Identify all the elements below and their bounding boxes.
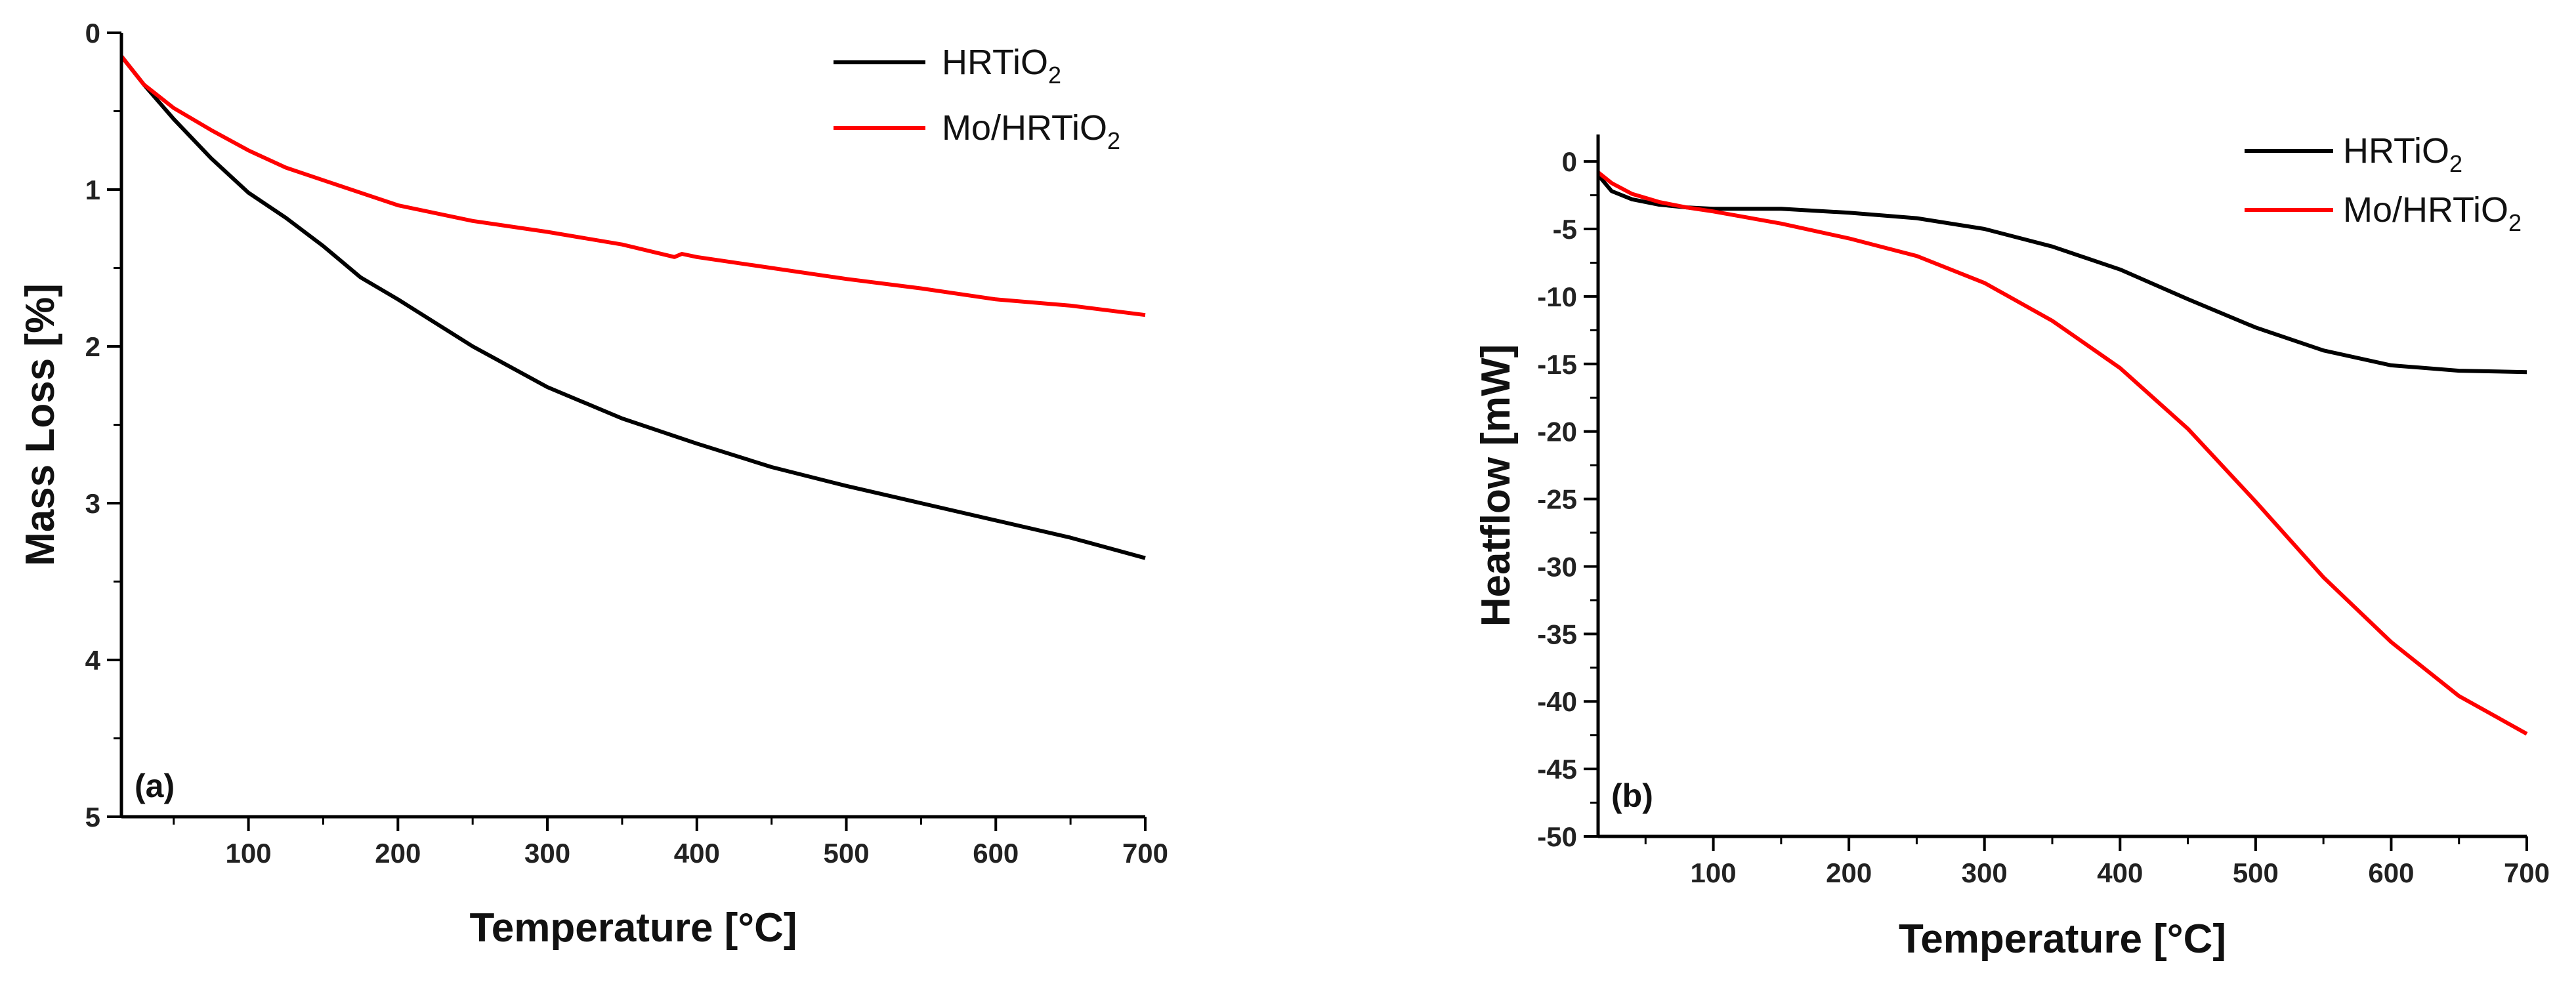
- panel-b-legend-label-mo-hrtio2: Mo/HRTiO2: [2343, 190, 2522, 236]
- panel-a-x-axis-title: Temperature [°C]: [469, 905, 797, 951]
- panel-a-legend-label-hrtio2: HRTiO2: [942, 43, 1061, 89]
- x-tick-label: 400: [674, 838, 720, 869]
- x-tick-label: 500: [2233, 857, 2279, 888]
- x-tick-label: 200: [1826, 857, 1872, 888]
- y-tick-label: -30: [1537, 551, 1577, 582]
- series-line-hrtio2: [119, 54, 1146, 560]
- y-tick-label: -50: [1537, 821, 1577, 852]
- x-tick-label: 300: [524, 838, 570, 869]
- panel-a-series-layer: [119, 54, 1146, 560]
- panel-b-legend-subscript-hrtio2: 2: [2449, 150, 2462, 177]
- panel-b-series-layer: [1596, 171, 2528, 736]
- panel-a-legend-subscript-mo-hrtio2: 2: [1107, 127, 1120, 154]
- y-tick-label: 5: [85, 802, 100, 832]
- x-tick-label: 100: [226, 838, 272, 869]
- panel-a-legend-label-mo-hrtio2: Mo/HRTiO2: [942, 108, 1120, 154]
- y-tick-label: 2: [85, 331, 100, 362]
- panel-b-y-axis-title: Heatflow [mW]: [1473, 344, 1519, 627]
- panel-a-legend-subscript-hrtio2: 2: [1048, 62, 1061, 89]
- y-tick-label: -40: [1537, 686, 1577, 717]
- panel-b-legend-name-hrtio2: HRTiO: [2343, 131, 2449, 171]
- y-tick-label: -15: [1537, 349, 1577, 380]
- y-tick-label: -35: [1537, 619, 1577, 649]
- x-tick-label: 600: [2368, 857, 2414, 888]
- y-tick-label: 1: [85, 175, 100, 205]
- y-tick-label: -25: [1537, 484, 1577, 515]
- panel-a-label: (a): [135, 768, 175, 804]
- x-tick-label: 100: [1691, 857, 1737, 888]
- panel-a-mass-loss: 100 200 300 400 500 600 700 0 1 2 3 4 5 (a) Temperat…: [18, 18, 1168, 951]
- panel-a-legend-name-mo-hrtio2: Mo/HRTiO: [942, 108, 1107, 148]
- y-tick-label: -10: [1537, 281, 1577, 312]
- x-tick-label: 400: [2097, 857, 2143, 888]
- panel-b-legend-label-hrtio2: HRTiO2: [2343, 131, 2462, 177]
- panel-b-legend-name-mo-hrtio2: Mo/HRTiO: [2343, 190, 2508, 230]
- panel-a-y-axis-title: Mass Loss [%]: [18, 283, 63, 566]
- panel-b-ticks-layer: 100 200 300 400 500 600 700 0 -5 -10 -15 -20 -25 -30 -…: [1537, 134, 2550, 888]
- x-tick-label: 300: [1962, 857, 2008, 888]
- x-tick-label: 700: [1122, 838, 1168, 869]
- series-line-hrtio2: [1596, 173, 2527, 375]
- panel-b-plot-frame: [1598, 134, 2527, 836]
- panel-a-ticks-layer: 100 200 300 400 500 600 700 0 1 2 3 4 5: [85, 18, 1168, 869]
- y-tick-label: -20: [1537, 417, 1577, 447]
- panel-b-legend-subscript-mo-hrtio2: 2: [2508, 209, 2522, 236]
- x-tick-label: 200: [375, 838, 421, 869]
- y-tick-label: -5: [1553, 214, 1577, 245]
- panel-b-legend: HRTiO2 Mo/HRTiO2: [2245, 131, 2522, 236]
- y-tick-label: 0: [85, 18, 100, 49]
- series-line-mo-hrtio2: [119, 54, 1146, 318]
- x-tick-label: 600: [973, 838, 1019, 869]
- y-tick-label: 3: [85, 488, 100, 519]
- panel-b-x-axis-title: Temperature [°C]: [1899, 916, 2226, 962]
- panel-a-legend-name-hrtio2: HRTiO: [942, 43, 1048, 82]
- panel-b-label: (b): [1611, 777, 1653, 814]
- panel-a-legend: HRTiO2 Mo/HRTiO2: [834, 43, 1120, 154]
- x-tick-label: 700: [2504, 857, 2550, 888]
- y-tick-label: 0: [1562, 146, 1577, 177]
- y-tick-label: -45: [1537, 754, 1577, 785]
- panel-a-plot-frame: [121, 33, 1145, 817]
- x-tick-label: 500: [823, 838, 869, 869]
- series-line-mo-hrtio2: [1597, 171, 2528, 736]
- y-tick-label: 4: [85, 645, 101, 676]
- panel-b-heatflow: 100 200 300 400 500 600 700 0 -5 -10 -15 -20 -25 -30 -…: [1473, 131, 2550, 962]
